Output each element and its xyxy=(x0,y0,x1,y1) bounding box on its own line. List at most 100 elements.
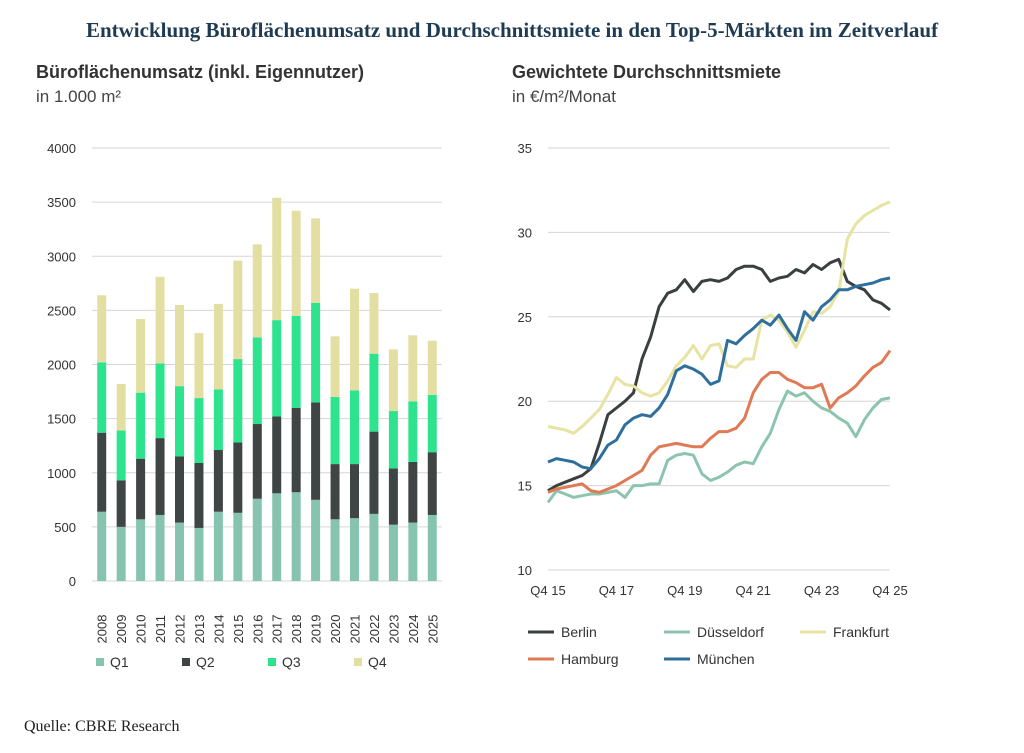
x-tick-label: 2012 xyxy=(173,615,188,644)
bar-q4-2008 xyxy=(97,295,107,363)
bar-q3-2018 xyxy=(291,315,301,408)
bar-q1-2014 xyxy=(213,511,223,581)
legend-swatch-q2 xyxy=(182,658,190,666)
bar-q4-2023 xyxy=(388,349,398,412)
x-tick-label: 2020 xyxy=(328,615,343,644)
bar-q3-2015 xyxy=(233,359,243,443)
legend-label-q1: Q1 xyxy=(110,654,129,670)
bar-q1-2024 xyxy=(408,522,418,581)
legend-label-q4: Q4 xyxy=(368,654,387,670)
bar-q3-2010 xyxy=(136,392,146,459)
x-tick-label: Q4 17 xyxy=(599,583,634,598)
legend-label-münchen: München xyxy=(697,651,755,667)
x-tick-label: 2025 xyxy=(425,615,440,644)
legend-label-hamburg: Hamburg xyxy=(561,651,619,667)
x-tick-label: 2008 xyxy=(95,615,110,644)
bar-q3-2012 xyxy=(175,386,184,457)
bar-q3-2014 xyxy=(213,389,223,451)
bar-chart: Büroflächenumsatz (inkl. Eigennutzer) in… xyxy=(36,62,442,670)
legend-label-berlin: Berlin xyxy=(561,624,597,640)
y-tick-label: 1000 xyxy=(47,466,76,481)
legend-label-düsseldorf: Düsseldorf xyxy=(697,624,764,640)
legend-label-q3: Q3 xyxy=(282,654,301,670)
bar-q2-2013 xyxy=(194,463,204,528)
x-tick-label: Q4 25 xyxy=(872,583,907,598)
y-tick-label: 25 xyxy=(518,310,532,325)
bar-q2-2017 xyxy=(272,416,282,494)
bar-chart-bars xyxy=(97,197,437,581)
bar-chart-grid xyxy=(92,147,442,582)
bar-q2-2023 xyxy=(388,468,398,525)
x-tick-label: Q4 23 xyxy=(804,583,839,598)
bar-q2-2010 xyxy=(136,458,146,520)
page-title: Entwicklung Büroflächenumsatz und Durchs… xyxy=(85,18,939,42)
bar-chart-y-axis: 0 500 1000 1500 2000 2500 3000 3500 4000 xyxy=(47,141,76,589)
bar-q1-2017 xyxy=(272,493,282,581)
y-tick-label: 2500 xyxy=(47,303,76,318)
legend-label-q2: Q2 xyxy=(196,654,215,670)
x-tick-label: 2018 xyxy=(289,615,304,644)
bar-q3-2016 xyxy=(252,337,262,425)
bar-q1-2023 xyxy=(388,524,398,581)
x-tick-label: 2009 xyxy=(114,615,129,644)
bar-q1-2020 xyxy=(330,519,340,581)
bar-q2-2015 xyxy=(233,442,243,513)
bar-q3-2008 xyxy=(97,362,107,433)
line-chart-x-axis: Q4 15 Q4 17 Q4 19 Q4 21 Q4 23 Q4 25 xyxy=(530,583,907,598)
bar-q4-2013 xyxy=(194,333,204,399)
bar-q2-2020 xyxy=(330,464,340,520)
bar-q3-2022 xyxy=(369,353,379,432)
bar-q1-2013 xyxy=(194,527,204,581)
x-tick-label: 2021 xyxy=(348,615,363,644)
bar-q4-2011 xyxy=(155,276,165,364)
bar-q2-2012 xyxy=(175,456,184,523)
bar-q4-2014 xyxy=(213,303,223,390)
y-tick-label: 10 xyxy=(518,563,532,578)
bar-q2-2011 xyxy=(155,438,165,515)
x-tick-label: 2014 xyxy=(211,615,226,644)
bar-q3-2021 xyxy=(350,390,359,465)
legend-swatch-q4 xyxy=(354,658,362,666)
bar-q2-2019 xyxy=(311,402,321,500)
bar-q1-2021 xyxy=(350,518,359,581)
bar-q1-2018 xyxy=(291,492,301,581)
bar-q1-2015 xyxy=(233,512,243,581)
x-tick-label: 2022 xyxy=(367,615,382,644)
bar-q2-2016 xyxy=(252,424,262,499)
y-tick-label: 1500 xyxy=(47,412,76,427)
x-tick-label: 2019 xyxy=(309,615,324,644)
bar-q4-2009 xyxy=(116,383,126,431)
bar-q4-2022 xyxy=(369,293,379,354)
x-tick-label: Q4 15 xyxy=(530,583,565,598)
y-tick-label: 500 xyxy=(54,520,76,535)
bar-chart-title: Büroflächenumsatz (inkl. Eigennutzer) xyxy=(36,62,364,82)
bar-q1-2009 xyxy=(116,526,126,581)
bar-q3-2023 xyxy=(388,411,398,469)
source-note: Quelle: CBRE Research xyxy=(24,718,180,735)
line-chart-series xyxy=(546,200,892,504)
y-tick-label: 35 xyxy=(518,141,532,156)
line-chart-title: Gewichtete Durchschnittsmiete xyxy=(512,62,781,82)
line-chart-y-axis: 10 15 20 25 30 35 xyxy=(518,141,532,578)
bar-q1-2025 xyxy=(427,514,437,581)
bar-q2-2008 xyxy=(97,432,107,512)
series-line-berlin xyxy=(547,257,891,492)
y-tick-label: 0 xyxy=(69,574,76,589)
bar-chart-subtitle: in 1.000 m² xyxy=(36,87,121,106)
bar-q3-2017 xyxy=(272,320,282,417)
line-chart-grid xyxy=(548,147,890,571)
y-tick-label: 30 xyxy=(518,225,532,240)
bar-q3-2009 xyxy=(116,430,126,481)
bar-q4-2016 xyxy=(252,244,262,338)
y-tick-label: 15 xyxy=(518,479,532,494)
y-tick-label: 20 xyxy=(518,394,532,409)
bar-q4-2020 xyxy=(330,336,340,397)
x-tick-label: 2024 xyxy=(406,615,421,644)
bar-q4-2024 xyxy=(408,335,418,402)
x-tick-label: 2011 xyxy=(153,615,168,643)
legend-swatch-q1 xyxy=(96,658,104,666)
x-tick-label: 2016 xyxy=(250,615,265,644)
bar-q1-2012 xyxy=(175,522,184,581)
bar-q3-2013 xyxy=(194,398,204,464)
